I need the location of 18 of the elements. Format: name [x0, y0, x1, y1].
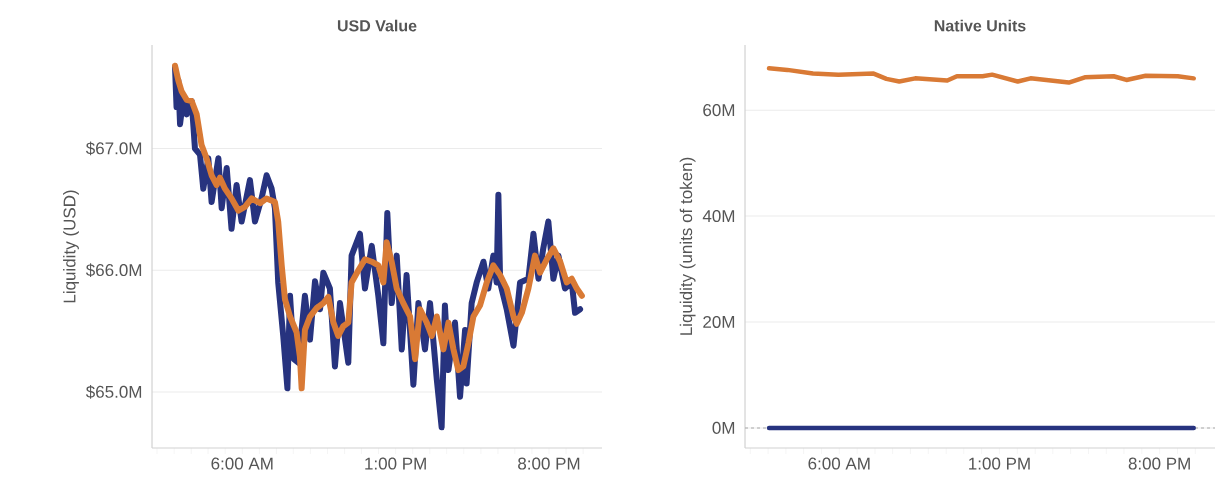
y-tick-label: 0M: [712, 421, 735, 434]
y-tick-label: $65.0M: [85, 385, 142, 399]
chart-title: USD Value: [337, 19, 417, 32]
x-tick-label: 6:00 AM: [211, 457, 273, 470]
line-series: [766, 66, 1196, 85]
y-tick-label: $67.0M: [85, 141, 142, 156]
x-tick-label: 1:00 PM: [969, 457, 1030, 470]
x-tick-label: 6:00 AM: [808, 457, 870, 470]
x-tick-label: 1:00 PM: [365, 457, 426, 470]
y-tick-label: 20M: [703, 315, 735, 328]
x-tick-label: 8:00 PM: [518, 457, 580, 470]
x-tick-label: 8:00 PM: [1128, 457, 1190, 470]
y-tick-label: $66.0M: [85, 263, 142, 278]
y-axis-title: Liquidity (USD): [63, 190, 79, 303]
y-tick-label: 60M: [703, 104, 735, 117]
chart-title: Native Units: [934, 19, 1026, 32]
y-tick-label: 40M: [702, 210, 735, 223]
y-axis-title: Liquidity (units of token): [679, 157, 696, 335]
